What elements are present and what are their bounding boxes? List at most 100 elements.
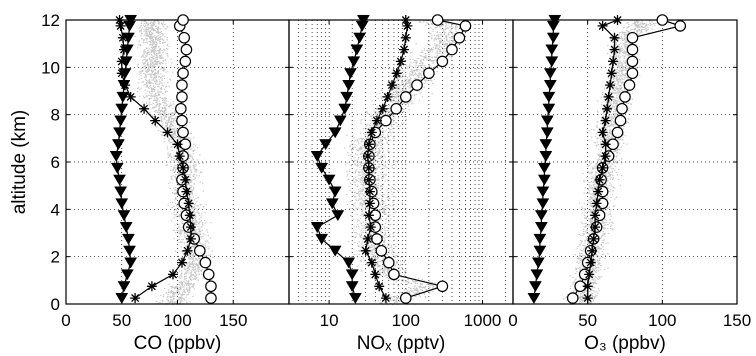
- scatter-point: [150, 39, 153, 41]
- scatter-point: [403, 102, 405, 104]
- scatter-point: [137, 65, 139, 67]
- scatter-point: [147, 62, 149, 64]
- scatter-point: [432, 29, 434, 30]
- scatter-point: [399, 264, 401, 266]
- scatter-point: [170, 300, 173, 302]
- scatter-point: [159, 28, 162, 30]
- scatter-point: [145, 32, 147, 34]
- data-point-triangle: [120, 269, 134, 281]
- scatter-point: [404, 81, 406, 82]
- scatter-point: [170, 146, 172, 148]
- scatter-point: [176, 289, 179, 291]
- scatter-point: [180, 288, 182, 290]
- scatter-point: [410, 101, 412, 103]
- scatter-point: [401, 88, 403, 90]
- data-point-circle: [202, 268, 215, 281]
- scatter-point: [415, 280, 417, 282]
- scatter-point: [413, 69, 416, 71]
- scatter-point: [365, 138, 368, 139]
- scatter-point: [206, 231, 209, 233]
- scatter-point: [160, 82, 162, 84]
- scatter-point: [416, 288, 418, 290]
- scatter-point: [180, 274, 182, 275]
- scatter-point: [414, 280, 417, 281]
- scatter-point: [191, 202, 193, 203]
- scatter-point: [382, 200, 384, 202]
- scatter-point: [147, 64, 149, 66]
- scatter-point: [184, 231, 186, 233]
- scatter-point: [145, 35, 147, 37]
- scatter-point: [358, 241, 360, 243]
- scatter-point: [189, 200, 191, 202]
- scatter-point: [365, 184, 367, 186]
- scatter-point: [158, 93, 160, 95]
- scatter-point: [414, 281, 416, 283]
- scatter-point: [436, 26, 438, 28]
- scatter-point: [362, 183, 364, 185]
- scatter-point: [396, 261, 398, 262]
- scatter-point: [419, 292, 421, 294]
- grid: [66, 20, 289, 304]
- scatter-point: [185, 283, 187, 284]
- scatter-point: [425, 289, 427, 291]
- scatter-point: [195, 264, 197, 266]
- scatter-point: [172, 299, 174, 301]
- scatter-point: [176, 287, 178, 289]
- scatter-point: [180, 300, 182, 302]
- scatter-point: [381, 235, 383, 237]
- scatter-point: [394, 101, 396, 103]
- scatter-point: [167, 157, 169, 158]
- scatter-point: [424, 287, 426, 288]
- scatter-point: [145, 22, 148, 24]
- scatter-point: [160, 119, 163, 121]
- scatter-point: [170, 113, 172, 115]
- scatter-point: [372, 273, 374, 275]
- scatter-point: [367, 197, 369, 199]
- scatter-point: [138, 27, 141, 29]
- scatter-point: [377, 257, 379, 258]
- scatter-point: [204, 222, 206, 224]
- scatter-point: [157, 70, 160, 72]
- scatter-point: [399, 260, 402, 262]
- scatter-point: [373, 245, 375, 247]
- scatter-point: [193, 284, 195, 286]
- scatter-point: [403, 111, 405, 113]
- scatter-point: [210, 222, 212, 224]
- scatter-point: [192, 207, 194, 209]
- scatter-point: [446, 39, 448, 41]
- data-point-star: [174, 151, 185, 162]
- scatter-point: [197, 279, 199, 281]
- scatter-point: [376, 151, 378, 153]
- scatter-point: [360, 146, 362, 148]
- scatter-point: [154, 46, 156, 48]
- scatter-point: [179, 138, 181, 139]
- scatter-point: [183, 273, 186, 275]
- scatter-point: [191, 283, 194, 285]
- scatter-point: [381, 131, 384, 132]
- scatter-point: [171, 287, 173, 289]
- scatter-point: [379, 166, 381, 168]
- scatter-point: [384, 207, 386, 209]
- scatter-point: [186, 244, 189, 246]
- scatter-point: [148, 44, 151, 46]
- scatter-point: [383, 167, 385, 169]
- scatter-point: [430, 285, 432, 287]
- scatter-point: [195, 244, 197, 246]
- scatter-point: [156, 43, 158, 45]
- y-tick-label: 10: [41, 58, 60, 77]
- scatter-point: [185, 245, 187, 247]
- scatter-point: [166, 164, 168, 166]
- scatter-point: [174, 170, 177, 172]
- scatter-point: [377, 197, 379, 199]
- scatter-point: [413, 295, 416, 297]
- scatter-point: [202, 162, 204, 164]
- scatter-point: [174, 113, 176, 115]
- scatter-point: [148, 31, 150, 33]
- scatter-point: [190, 279, 192, 281]
- scatter-point: [388, 249, 391, 251]
- scatter-point: [158, 76, 160, 78]
- scatter-point: [158, 107, 160, 109]
- scatter-point: [454, 33, 456, 35]
- scatter-point: [383, 111, 385, 113]
- scatter-point: [154, 30, 156, 32]
